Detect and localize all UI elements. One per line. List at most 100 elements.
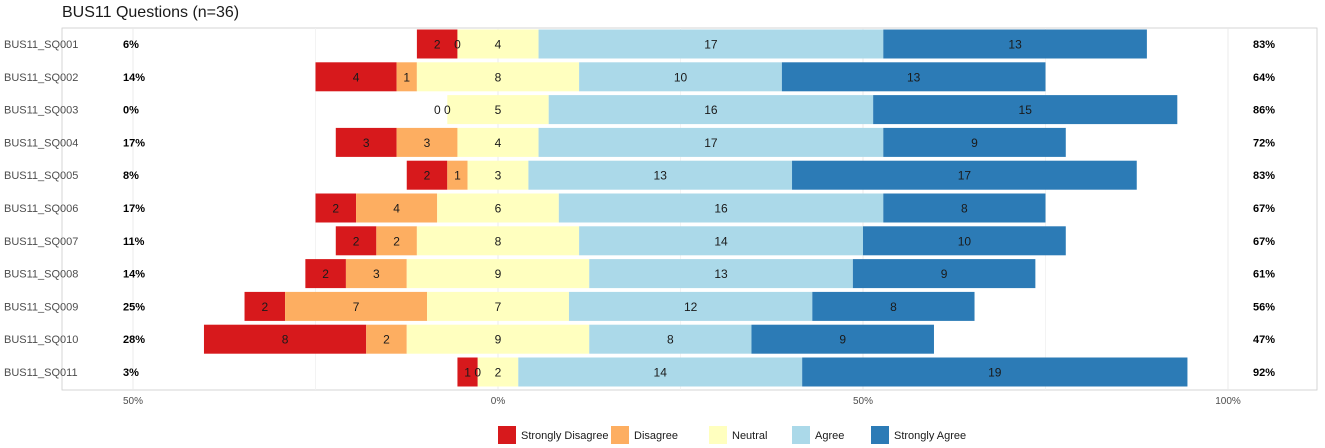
bar-segment-label: 8 [282, 333, 289, 347]
bar-segment-label: 7 [353, 300, 360, 314]
bar-segment-label: 1 [454, 169, 461, 183]
bar-segment [589, 324, 752, 354]
high-percent-label: 86% [1253, 105, 1275, 117]
bar-segment-label: 15 [1019, 103, 1033, 117]
legend-label: Strongly Agree [894, 430, 966, 442]
bar-segment [335, 127, 397, 157]
bar-segment-label: 0 [444, 103, 451, 117]
bar-segment [579, 226, 863, 256]
bar-segment [416, 29, 458, 59]
bars-layer [203, 29, 1188, 387]
bar-segment-label: 9 [495, 267, 502, 281]
chart-title: BUS11 Questions (n=36) [62, 4, 239, 21]
bar-segment-label: 4 [495, 38, 502, 52]
x-tick-label: 100% [1215, 396, 1241, 407]
bar-segment [396, 62, 417, 92]
bar-segment [416, 62, 580, 92]
low-percent-label: 25% [123, 301, 145, 313]
bar-segment-label: 2 [261, 300, 268, 314]
bar-segment-label: 5 [495, 103, 502, 117]
low-percent-label: 17% [123, 137, 145, 149]
bar-segment-label: 0 [434, 103, 441, 117]
bar-segment-label: 3 [363, 136, 370, 150]
legend-label: Disagree [634, 430, 678, 442]
bar-segment-label: 2 [434, 38, 441, 52]
bar-segment [457, 357, 478, 387]
row-label: BUS11_SQ004 [4, 137, 78, 149]
bar-segment-label: 19 [988, 366, 1002, 380]
legend-swatch [709, 426, 727, 444]
row-label: BUS11_SQ009 [4, 301, 78, 313]
bar-segment-label: 12 [684, 300, 698, 314]
legend: Strongly Disagree Disagree Neutral Agree Str… [498, 426, 966, 444]
bar-segment [873, 95, 1178, 125]
bar-segment-label: 4 [353, 70, 360, 84]
row-label: BUS11_SQ007 [4, 236, 78, 248]
bar-segment [802, 357, 1188, 387]
bar-segment-label: 4 [393, 202, 400, 216]
bar-segment [447, 160, 468, 190]
low-percent-label: 17% [123, 203, 145, 215]
row-label: BUS11_SQ001 [4, 39, 78, 51]
high-percent-label: 67% [1253, 203, 1275, 215]
bar-segment [335, 226, 377, 256]
bar-segment [406, 160, 448, 190]
bar-segment [457, 29, 539, 59]
axis-layer: BUS11_SQ001 6% 83% BUS11_SQ002 14% 64% BUS11_S… [4, 39, 1275, 407]
bar-segment-label: 2 [393, 234, 400, 248]
bar-segment-label: 2 [322, 267, 329, 281]
bar-segment-label: 3 [495, 169, 502, 183]
high-percent-label: 83% [1253, 39, 1275, 51]
row-label: BUS11_SQ011 [4, 367, 78, 379]
labels-layer: 2 0 4 17 134 1 8 10 130 0 5 16 153 3 4 17 92 1 3 13 172 4 6 16 8… [261, 38, 1032, 380]
bar-segment [548, 95, 874, 125]
bar-segment-label: 1 [464, 366, 471, 380]
row-label: BUS11_SQ003 [4, 105, 78, 117]
bar-segment-label: 9 [971, 136, 978, 150]
bar-segment [883, 193, 1046, 223]
bar-segment-label: 14 [654, 366, 668, 380]
bar-segment [416, 226, 580, 256]
high-percent-label: 64% [1253, 72, 1275, 84]
bar-segment [883, 127, 1066, 157]
plot-panel-border [61, 27, 1318, 391]
bar-segment-label: 3 [373, 267, 380, 281]
bar-segment [792, 160, 1137, 190]
bar-segment [477, 357, 519, 387]
bar-segment-label: 13 [907, 70, 921, 84]
bar-segment [315, 62, 397, 92]
bar-segment-label: 8 [495, 70, 502, 84]
high-percent-label: 92% [1253, 367, 1275, 379]
row-label: BUS11_SQ008 [4, 269, 78, 281]
high-percent-label: 47% [1253, 334, 1275, 346]
bar-segment [345, 259, 407, 289]
bar-segment-label: 9 [495, 333, 502, 347]
bar-segment [366, 324, 407, 354]
bar-segment-label: 10 [958, 234, 972, 248]
bar-segment [883, 29, 1147, 59]
low-percent-label: 0% [123, 105, 139, 117]
bar-segment-label: 13 [1008, 38, 1022, 52]
bar-segment-label: 2 [383, 333, 390, 347]
bar-segment-label: 17 [704, 38, 718, 52]
row-label: BUS11_SQ010 [4, 334, 78, 346]
low-percent-label: 14% [123, 72, 145, 84]
bar-segment [538, 127, 884, 157]
high-percent-label: 83% [1253, 170, 1275, 182]
legend-swatch [792, 426, 810, 444]
low-percent-label: 6% [123, 39, 139, 51]
row-label: BUS11_SQ002 [4, 72, 78, 84]
bar-segment-label: 13 [714, 267, 728, 281]
bar-segment [305, 259, 346, 289]
bar-segment [781, 62, 1046, 92]
high-percent-label: 61% [1253, 269, 1275, 281]
bar-segment-label: 2 [424, 169, 431, 183]
bar-segment-label: 8 [961, 202, 968, 216]
bar-segment-label: 6 [495, 202, 502, 216]
bar-segment [812, 291, 975, 321]
bar-segment [396, 127, 458, 157]
high-percent-label: 56% [1253, 301, 1275, 313]
bar-segment [751, 324, 934, 354]
bar-segment [315, 193, 357, 223]
bar-segment-label: 4 [495, 136, 502, 150]
